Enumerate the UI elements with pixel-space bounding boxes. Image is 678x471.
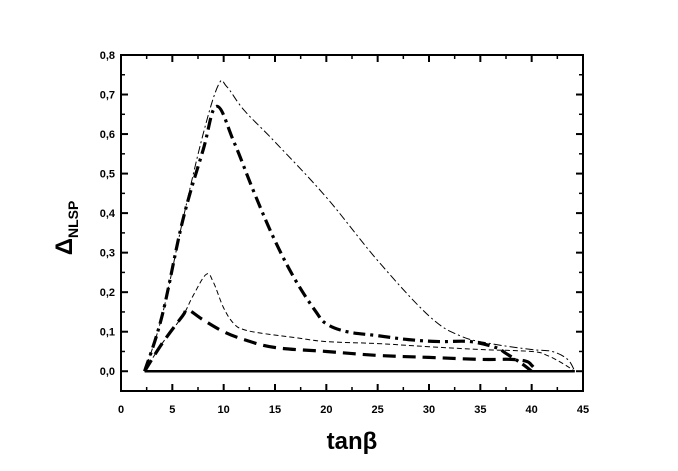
x-tick-label: 25 xyxy=(372,404,384,416)
x-tick-label: 35 xyxy=(474,404,486,416)
plot-frame xyxy=(120,54,584,392)
y-tick-label: 0,0 xyxy=(100,366,115,378)
y-tick-label: 0,5 xyxy=(100,169,115,181)
x-tick-label: 5 xyxy=(169,404,175,416)
y-axis-title-main: Δ xyxy=(51,238,78,255)
series-line-thick-dashdot xyxy=(143,104,533,373)
y-tick-label: 0,6 xyxy=(100,129,115,141)
x-tick-label: 15 xyxy=(269,404,281,416)
x-tick-label: 30 xyxy=(423,404,435,416)
x-tick-label: 45 xyxy=(577,404,589,416)
x-axis-title: tanβ xyxy=(327,428,378,455)
y-tick-label: 0,4 xyxy=(100,208,116,220)
series-line-thick-dashed xyxy=(143,308,539,373)
y-tick-label: 0,1 xyxy=(100,327,115,339)
ticks-layer xyxy=(120,54,584,391)
series-layer xyxy=(143,79,576,373)
x-tick-label: 40 xyxy=(526,404,538,416)
y-axis-title: ΔNLSP xyxy=(51,201,81,256)
y-tick-label: 0,7 xyxy=(100,90,115,102)
x-tick-label: 0 xyxy=(118,404,124,416)
y-axis-title-subscript: NLSP xyxy=(65,201,81,238)
y-tick-label: 0,3 xyxy=(100,248,115,260)
x-tick-label: 20 xyxy=(320,404,332,416)
x-tick-label: 10 xyxy=(218,404,230,416)
series-line-thin-dashed xyxy=(144,273,576,372)
y-tick-label: 0,2 xyxy=(100,287,115,299)
y-tick-label: 0,8 xyxy=(100,50,115,62)
tick-labels-layer: 0 5 10 15 20 25 30 35 40 45 0,0 0,1 0,2 0,3 0,4 0,5 0,6 0… xyxy=(100,50,589,416)
